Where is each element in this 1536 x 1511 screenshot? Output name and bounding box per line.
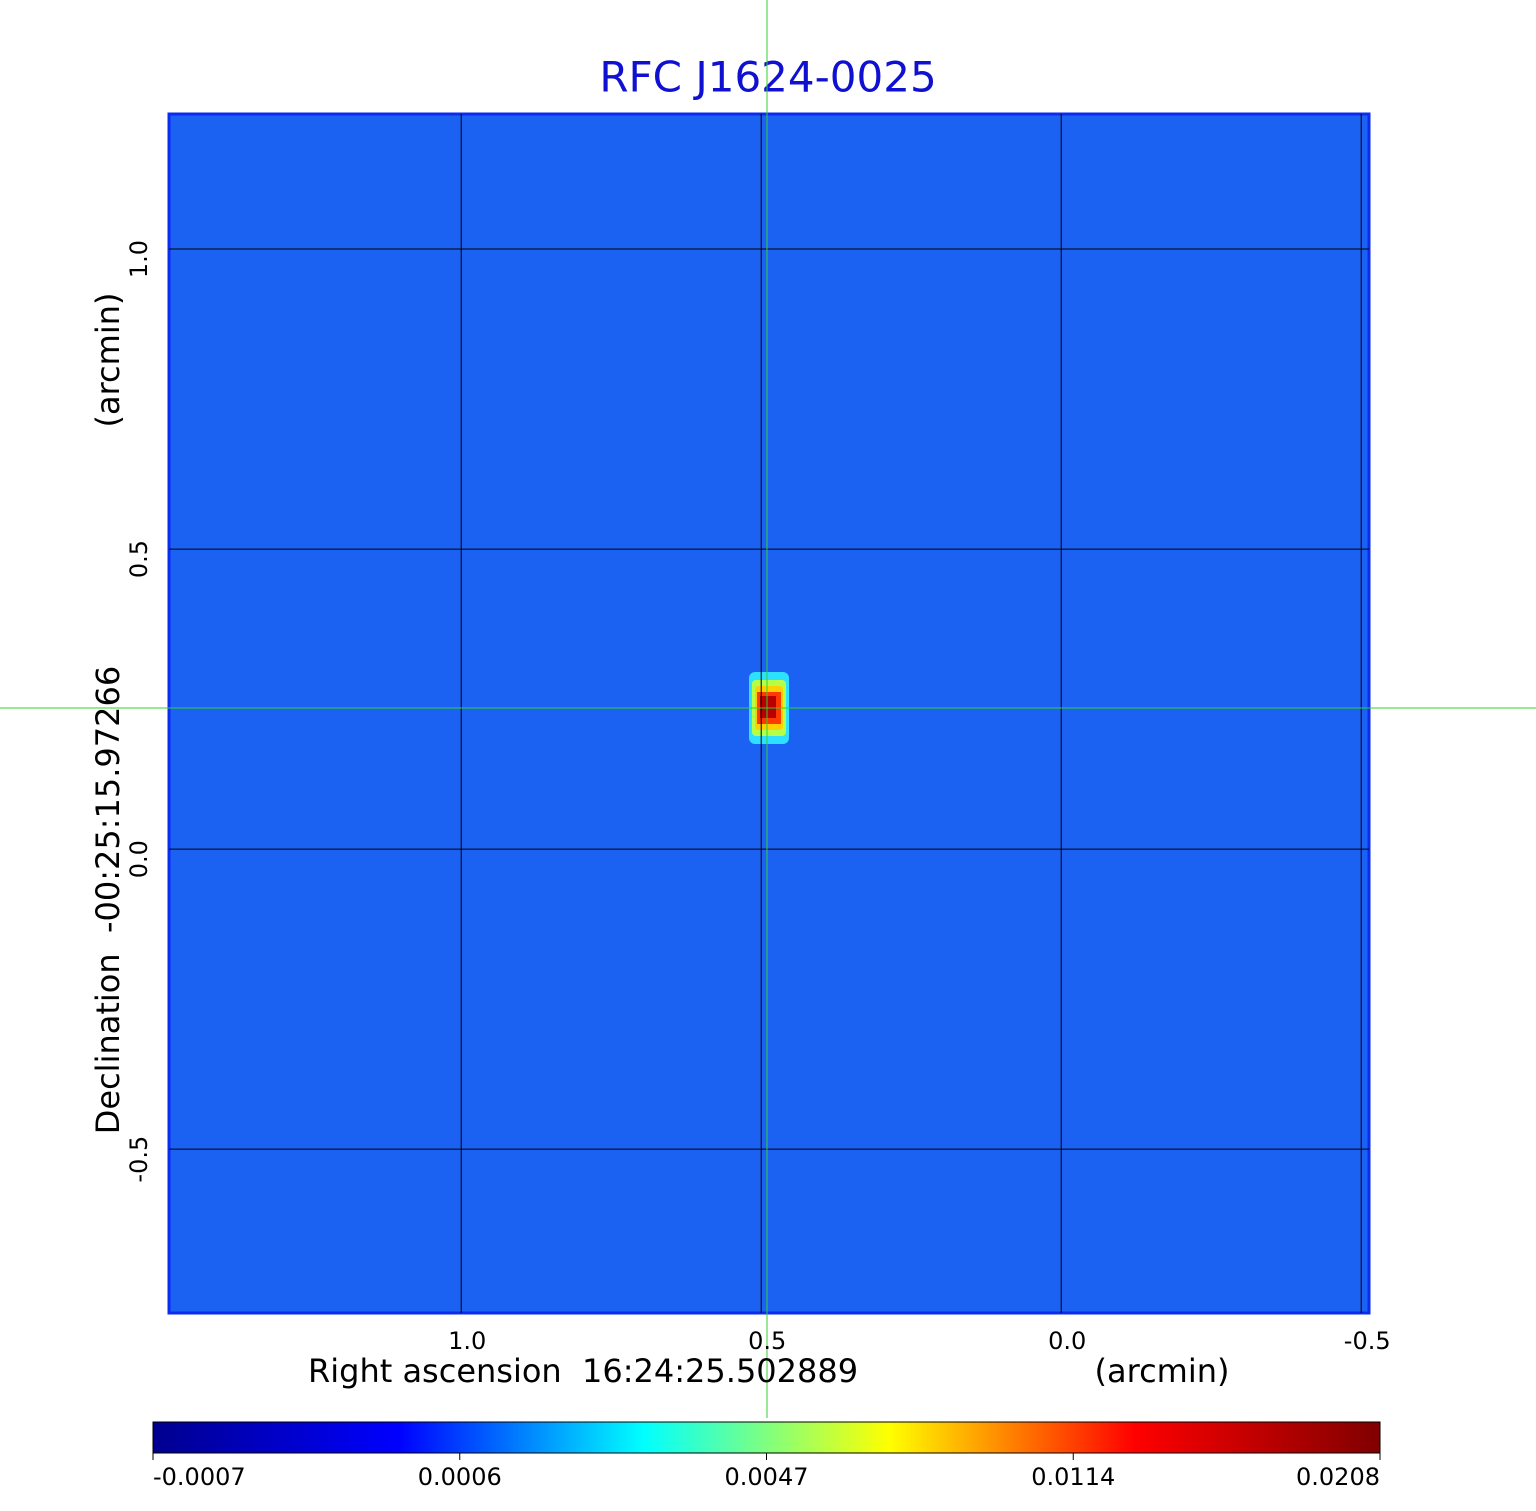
colorbar [152, 1421, 1381, 1454]
y-tick-label: 1.0 [125, 240, 153, 278]
colorbar-tick-label: -0.0007 [153, 1463, 246, 1491]
colorbar-tick-label: 0.0047 [725, 1463, 809, 1491]
grid [169, 114, 1369, 1313]
x-tick-label: -0.5 [1344, 1327, 1391, 1355]
y-tick-label: 0.5 [125, 540, 153, 578]
x-axis-label: Right ascension 16:24:25.502889 [308, 1352, 858, 1390]
colorbar-tick-label: 0.0006 [418, 1463, 502, 1491]
chart-title: RFC J1624-0025 [599, 53, 936, 102]
y-axis-label: Declination -00:25:15.97266 [89, 666, 127, 1134]
x-tick-label: 0.5 [748, 1327, 786, 1355]
colorbar-tick-label: 0.0114 [1031, 1463, 1115, 1491]
x-tick-label: 1.0 [448, 1327, 486, 1355]
colorbar-tick-label: 0.0208 [1296, 1463, 1380, 1491]
y-tick-label: -0.5 [125, 1136, 153, 1183]
y-tick-label: 0.0 [125, 840, 153, 878]
x-tick-label: 0.0 [1048, 1327, 1086, 1355]
y-axis-unit: (arcmin) [89, 293, 127, 428]
x-axis-unit: (arcmin) [1095, 1352, 1230, 1390]
